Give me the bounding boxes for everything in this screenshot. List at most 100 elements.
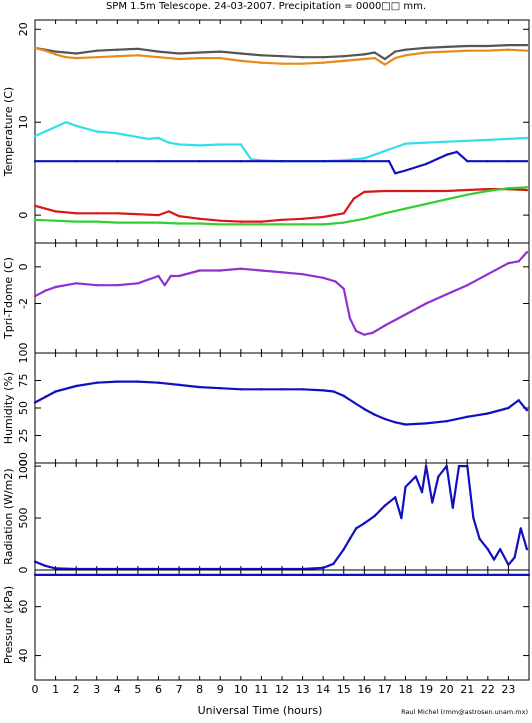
data-point bbox=[498, 548, 502, 551]
data-point bbox=[33, 160, 37, 163]
data-point bbox=[332, 390, 335, 393]
data-point bbox=[33, 134, 37, 138]
y-tick-label: 0 bbox=[17, 460, 30, 467]
data-point bbox=[136, 282, 140, 285]
data-point bbox=[525, 250, 529, 254]
data-point bbox=[177, 383, 181, 387]
data-point bbox=[198, 144, 201, 147]
data-point bbox=[54, 50, 57, 53]
panel-frame bbox=[34, 569, 530, 681]
data-point bbox=[260, 223, 263, 226]
data-point bbox=[280, 160, 284, 163]
data-point bbox=[383, 324, 387, 327]
data-point bbox=[445, 293, 448, 296]
data-point bbox=[424, 162, 428, 166]
data-point bbox=[116, 380, 119, 383]
data-point bbox=[116, 212, 119, 215]
data-point bbox=[33, 294, 37, 298]
data-point bbox=[394, 172, 397, 175]
data-point bbox=[33, 204, 37, 208]
data-point bbox=[404, 189, 407, 193]
data-point bbox=[445, 198, 448, 201]
data-point bbox=[136, 135, 140, 139]
x-tick-label: 21 bbox=[460, 683, 474, 696]
y-tick-label: 1000 bbox=[17, 452, 30, 480]
data-point bbox=[507, 406, 510, 410]
data-point bbox=[363, 57, 366, 61]
data-point bbox=[451, 506, 455, 509]
y-tick-label: 100 bbox=[17, 343, 30, 364]
data-point bbox=[239, 52, 243, 55]
data-point bbox=[249, 158, 253, 161]
data-point bbox=[95, 283, 98, 287]
x-tick-label: 4 bbox=[114, 683, 121, 696]
data-point bbox=[280, 55, 284, 58]
y-tick-label: 0 bbox=[17, 263, 30, 270]
data-point bbox=[74, 124, 78, 128]
data-point bbox=[445, 153, 448, 156]
data-point bbox=[169, 274, 173, 278]
data-point bbox=[527, 573, 531, 577]
data-point bbox=[445, 45, 448, 49]
data-point bbox=[239, 143, 243, 146]
data-point bbox=[404, 142, 407, 145]
data-point bbox=[352, 197, 356, 200]
data-point bbox=[74, 52, 78, 55]
data-point bbox=[466, 49, 469, 52]
x-tick-label: 20 bbox=[440, 683, 454, 696]
panel-1: 0 10 20 Temperature (C) bbox=[2, 19, 530, 244]
data-point bbox=[486, 272, 490, 276]
data-point bbox=[371, 331, 374, 335]
data-point bbox=[486, 160, 490, 163]
data-point bbox=[239, 267, 243, 270]
data-point bbox=[54, 125, 57, 129]
x-tick-label: 11 bbox=[254, 683, 268, 696]
data-point bbox=[383, 212, 387, 215]
data-point bbox=[363, 157, 366, 160]
series-line-1 bbox=[34, 465, 528, 571]
data-point bbox=[383, 189, 387, 193]
data-point bbox=[54, 390, 57, 393]
y-axis-label: Pressure (kPa) bbox=[2, 586, 15, 664]
x-tick-label: 17 bbox=[378, 683, 392, 696]
data-point bbox=[507, 43, 510, 47]
data-point bbox=[525, 409, 529, 412]
x-tick-label: 5 bbox=[134, 683, 141, 696]
x-tick-label: 6 bbox=[155, 683, 162, 696]
data-point bbox=[44, 289, 47, 292]
data-point bbox=[167, 141, 170, 144]
x-tick-label: 15 bbox=[337, 683, 351, 696]
x-tick-label: 14 bbox=[316, 683, 330, 696]
y-tick-label: 0 bbox=[17, 212, 30, 219]
x-tick-label: 22 bbox=[481, 683, 495, 696]
data-point bbox=[507, 563, 510, 567]
x-tick-label: 2 bbox=[73, 683, 80, 696]
data-point bbox=[348, 316, 352, 320]
panel-frame bbox=[34, 242, 530, 354]
data-point bbox=[147, 137, 150, 141]
data-point bbox=[239, 59, 243, 63]
data-point bbox=[219, 56, 222, 60]
data-point bbox=[424, 51, 428, 54]
x-tick-label: 0 bbox=[32, 683, 39, 696]
data-point bbox=[167, 210, 170, 213]
x-tick-label: 12 bbox=[275, 683, 289, 696]
data-point bbox=[394, 56, 397, 60]
data-point bbox=[33, 46, 37, 50]
data-point bbox=[116, 283, 119, 287]
data-point bbox=[74, 56, 78, 60]
data-point bbox=[219, 50, 222, 53]
x-tick-label: 3 bbox=[93, 683, 100, 696]
data-point bbox=[455, 150, 459, 154]
data-point bbox=[437, 475, 440, 478]
data-point bbox=[525, 548, 529, 551]
data-point bbox=[387, 160, 391, 163]
data-point bbox=[54, 567, 57, 570]
x-axis-label: Universal Time (hours) bbox=[198, 704, 323, 717]
data-point bbox=[342, 59, 345, 63]
data-point bbox=[116, 55, 119, 58]
data-point bbox=[507, 160, 510, 163]
